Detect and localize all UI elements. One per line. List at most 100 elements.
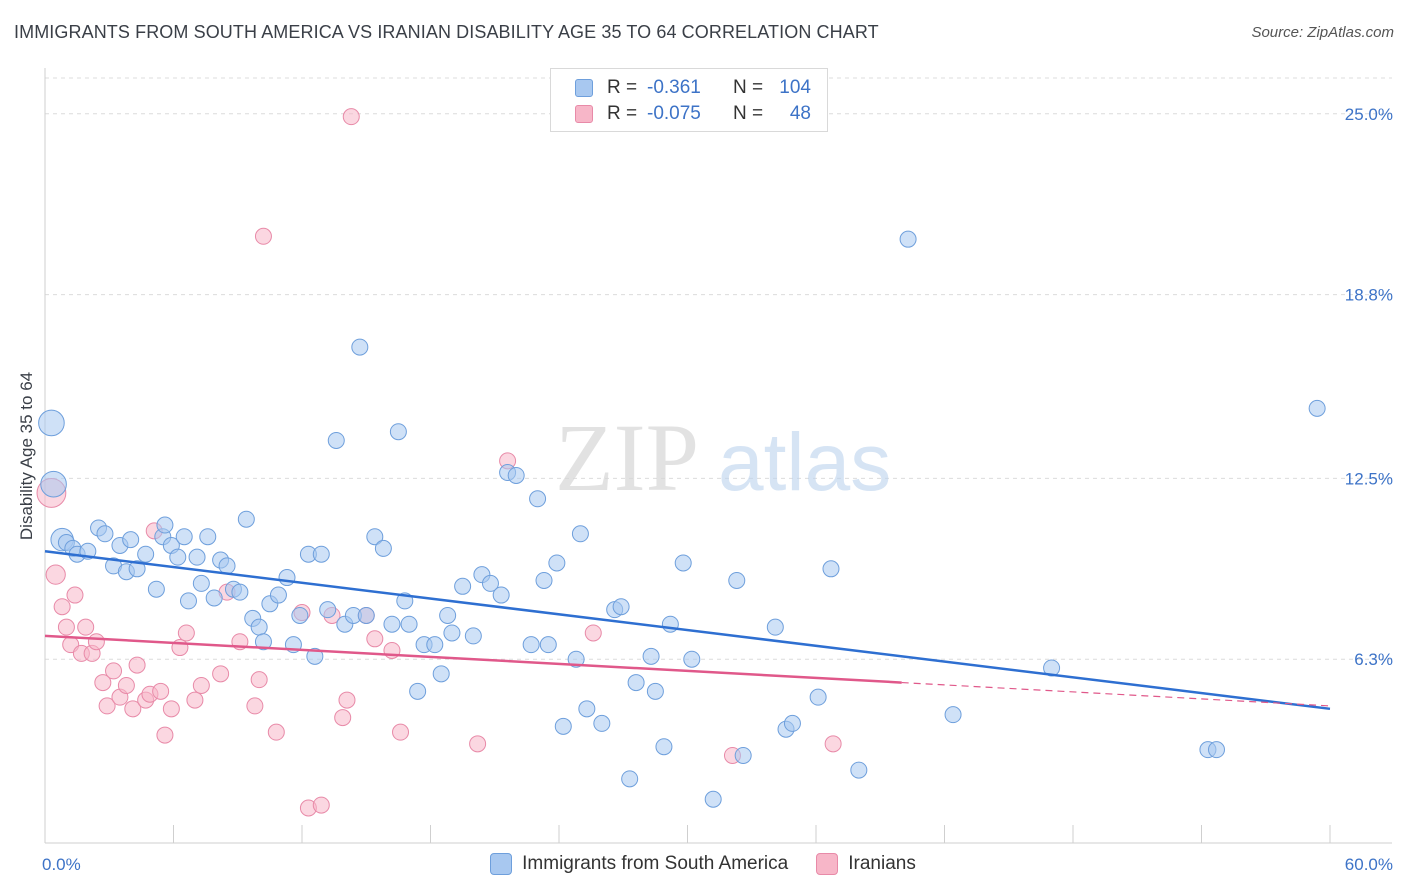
- data-point: [766, 618, 784, 636]
- data-point: [334, 709, 352, 727]
- data-point: [212, 665, 230, 683]
- data-point: [822, 560, 840, 578]
- x-tick-label: 0.0%: [42, 855, 81, 874]
- data-point: [278, 569, 296, 587]
- data-point: [481, 574, 499, 592]
- chart-title: IMMIGRANTS FROM SOUTH AMERICA VS IRANIAN…: [14, 22, 879, 42]
- data-point: [783, 714, 801, 732]
- data-point: [548, 554, 566, 572]
- data-point: [124, 700, 142, 718]
- data-point: [655, 738, 673, 756]
- legend-swatch: [575, 79, 593, 97]
- data-point: [122, 531, 140, 549]
- trend-line-iranians-extension: [901, 681, 1331, 707]
- data-point: [439, 606, 457, 624]
- data-point: [77, 618, 95, 636]
- legend-row-south-america: R = -0.361 N = 104: [575, 75, 811, 101]
- trend-lines: [44, 550, 1331, 711]
- data-point: [824, 735, 842, 753]
- data-point: [250, 671, 268, 689]
- data-point: [443, 624, 461, 642]
- data-point: [169, 548, 187, 566]
- data-point: [728, 571, 746, 589]
- legend-n-label: N =: [733, 103, 764, 124]
- watermark: ZIP atlas: [555, 404, 891, 511]
- data-point: [529, 490, 547, 508]
- data-point: [1207, 741, 1225, 759]
- data-point: [66, 586, 84, 604]
- y-tick-label: 12.5%: [1345, 469, 1393, 488]
- data-point: [128, 560, 146, 578]
- data-point: [338, 691, 356, 709]
- data-point: [98, 697, 116, 715]
- data-point: [87, 633, 105, 651]
- data-point: [366, 630, 384, 648]
- data-point: [192, 676, 210, 694]
- legend-r-value: -0.361: [647, 77, 701, 98]
- data-point: [469, 735, 487, 753]
- y-tick-labels: 6.3% 12.5% 18.8% 25.0%: [1345, 105, 1393, 669]
- data-point: [809, 688, 827, 706]
- axes: [44, 68, 1392, 844]
- legend-r-label: R =: [607, 77, 638, 98]
- legend-item-south-america: Immigrants from South America: [490, 853, 788, 875]
- data-point: [205, 589, 223, 607]
- series-south-america: [38, 230, 1326, 808]
- data-point: [426, 636, 444, 654]
- data-point: [374, 539, 392, 557]
- data-point: [734, 746, 752, 764]
- data-point: [899, 230, 917, 248]
- data-point: [218, 557, 236, 575]
- data-point: [156, 726, 174, 744]
- data-point: [179, 592, 197, 610]
- data-point: [1308, 399, 1326, 417]
- x-tick-label: 60.0%: [1345, 855, 1393, 874]
- data-point: [128, 656, 146, 674]
- data-point: [571, 525, 589, 543]
- y-axis-label: Disability Age 35 to 64: [17, 372, 36, 540]
- data-point: [267, 723, 285, 741]
- data-point: [199, 528, 217, 546]
- legend-n-label: N =: [733, 77, 764, 98]
- data-point: [94, 674, 112, 692]
- legend-n-value: 48: [789, 103, 811, 124]
- legend-swatch: [816, 853, 839, 875]
- data-point: [177, 624, 195, 642]
- watermark-zip: ZIP: [555, 404, 699, 511]
- data-point: [250, 618, 268, 636]
- data-point: [464, 627, 482, 645]
- data-point: [105, 662, 123, 680]
- data-point: [53, 598, 71, 616]
- data-point: [1043, 659, 1061, 677]
- data-point: [539, 636, 557, 654]
- data-point: [156, 516, 174, 534]
- data-point: [147, 580, 165, 598]
- data-point: [850, 761, 868, 779]
- trend-line-iranians: [44, 634, 902, 684]
- data-point: [492, 586, 510, 604]
- data-point: [188, 548, 206, 566]
- data-point: [192, 574, 210, 592]
- data-point: [674, 554, 692, 572]
- legend-item-iranians: Iranians: [816, 853, 916, 875]
- legend-label: Iranians: [848, 853, 916, 874]
- data-point: [454, 577, 472, 595]
- data-point: [704, 790, 722, 808]
- data-point: [389, 423, 407, 441]
- data-point: [432, 665, 450, 683]
- data-point: [351, 338, 369, 356]
- grid-lines: [45, 77, 1392, 660]
- data-point: [683, 650, 701, 668]
- watermark-atlas: atlas: [718, 417, 891, 508]
- data-point: [409, 682, 427, 700]
- data-point: [117, 676, 135, 694]
- data-point: [96, 525, 114, 543]
- data-point: [291, 606, 309, 624]
- data-point: [57, 618, 75, 636]
- y-tick-label: 6.3%: [1354, 650, 1393, 669]
- legend-r-label: R =: [607, 103, 638, 124]
- trend-line-south-america: [44, 550, 1331, 711]
- y-tick-label: 18.8%: [1345, 286, 1393, 305]
- data-point: [535, 571, 553, 589]
- data-point: [400, 615, 418, 633]
